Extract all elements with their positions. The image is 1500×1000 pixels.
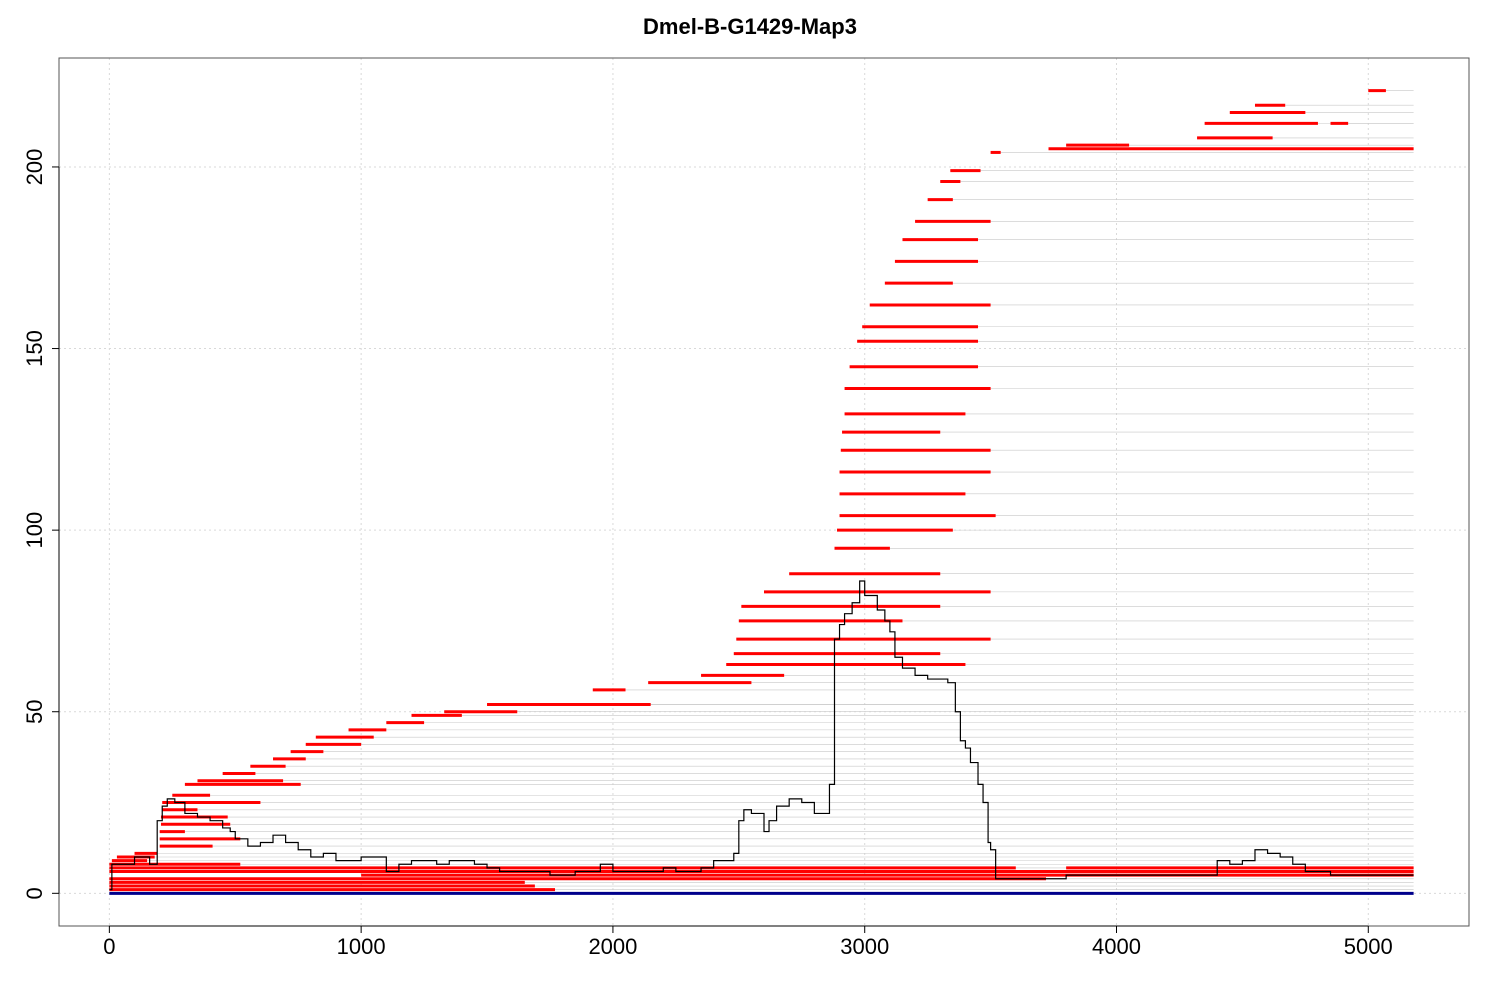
x-tick-label: 3000 xyxy=(840,934,889,959)
x-tick-label: 1000 xyxy=(337,934,386,959)
y-tick-label: 150 xyxy=(22,330,47,367)
reads-layer xyxy=(109,89,1414,892)
y-tick-label: 50 xyxy=(22,699,47,723)
grid-layer xyxy=(59,58,1469,926)
y-axis: 0 50 100 150 200 xyxy=(22,149,60,899)
x-axis: 0 1000 2000 3000 4000 5000 xyxy=(103,925,1393,959)
y-tick-label: 200 xyxy=(22,149,47,186)
plot-frame xyxy=(58,57,1470,927)
connector-layer xyxy=(109,90,1414,890)
y-tick-label: 0 xyxy=(22,887,47,899)
x-tick-label: 5000 xyxy=(1344,934,1393,959)
y-tick-label: 100 xyxy=(22,512,47,549)
coverage-line xyxy=(109,580,1414,891)
chart-title: Dmel-B-G1429-Map3 xyxy=(643,14,857,39)
x-tick-label: 0 xyxy=(103,934,115,959)
coverage-layer xyxy=(109,580,1414,895)
x-tick-label: 4000 xyxy=(1092,934,1141,959)
x-tick-label: 2000 xyxy=(588,934,637,959)
